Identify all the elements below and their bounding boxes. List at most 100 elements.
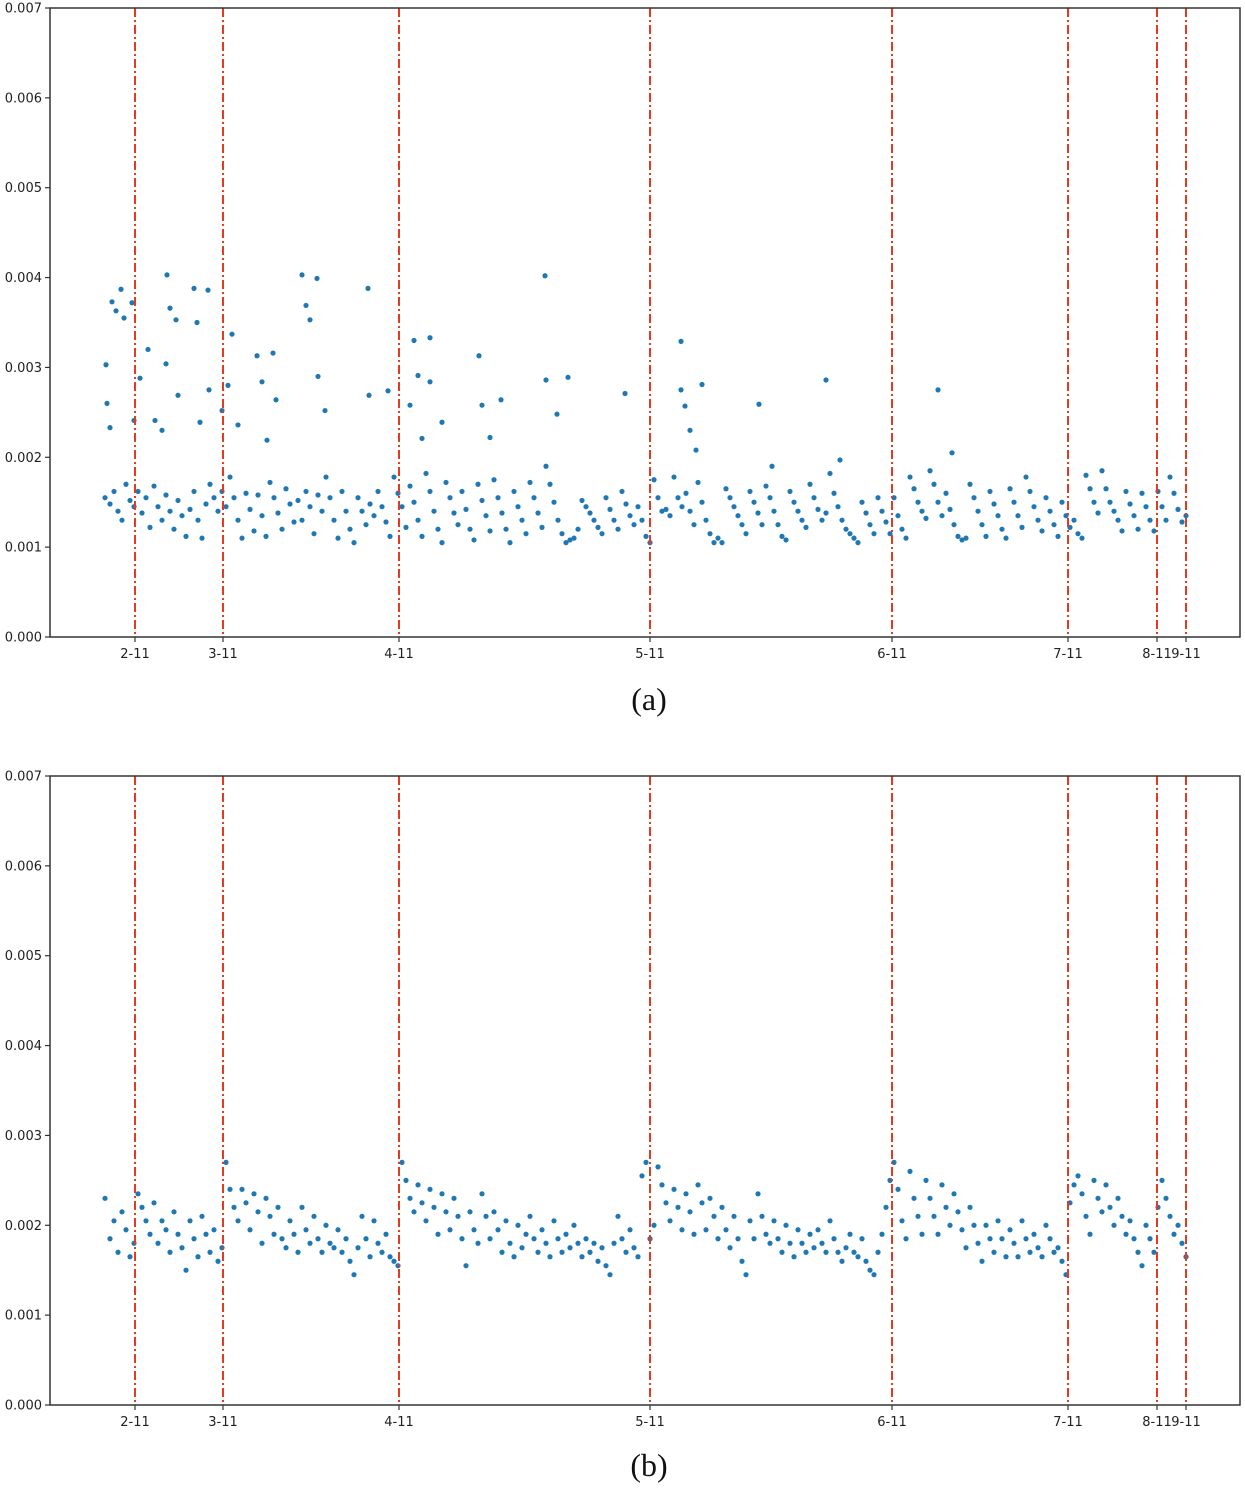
data-point	[270, 350, 276, 356]
x-tick-label: 8-11	[1142, 647, 1172, 662]
data-point	[927, 468, 933, 474]
y-tick-label: 0.006	[5, 91, 42, 106]
data-point	[671, 474, 677, 480]
data-point	[819, 517, 825, 523]
data-point	[299, 1204, 305, 1210]
data-point	[1107, 1204, 1113, 1210]
data-point	[327, 495, 333, 501]
data-point	[1139, 1263, 1145, 1269]
data-point	[755, 1191, 761, 1197]
data-point	[883, 1204, 889, 1210]
data-point	[359, 508, 365, 514]
data-point	[385, 388, 391, 394]
data-point	[187, 506, 193, 513]
chart-panel-b: 0.000 0.001 0.002 0.003 0.004 0.005 0.006 0.007…	[5, 770, 1241, 1483]
data-point	[675, 1204, 681, 1210]
data-point	[919, 1231, 925, 1237]
data-point	[687, 508, 693, 514]
data-point	[307, 504, 313, 510]
data-point	[615, 526, 621, 532]
data-point	[323, 1222, 329, 1228]
data-point	[1015, 513, 1021, 519]
data-point	[102, 1195, 108, 1201]
data-point	[167, 305, 173, 311]
data-point	[565, 374, 571, 380]
data-point	[947, 1222, 953, 1228]
data-point	[225, 382, 231, 388]
data-point	[631, 522, 637, 528]
data-point	[347, 526, 353, 532]
data-point	[1055, 1245, 1061, 1251]
data-point	[991, 1249, 997, 1255]
data-point	[107, 501, 113, 507]
data-point	[687, 1209, 693, 1215]
data-point	[419, 1200, 425, 1206]
x-tick-label: 5-11	[635, 647, 665, 662]
data-point	[371, 1218, 377, 1224]
data-point	[703, 1227, 709, 1233]
data-point	[207, 1249, 213, 1255]
y-tick-label: 0.002	[5, 451, 42, 466]
data-point	[911, 1195, 917, 1201]
data-point	[307, 1240, 313, 1246]
data-point	[1127, 1218, 1133, 1224]
data-point	[1115, 1195, 1121, 1201]
data-point	[1039, 1254, 1045, 1260]
data-point	[363, 1236, 369, 1242]
data-point	[327, 1240, 333, 1246]
data-point	[415, 517, 421, 523]
data-point	[439, 419, 445, 425]
data-point	[767, 1240, 773, 1246]
data-point	[407, 402, 413, 408]
y-tick-label: 0.004	[5, 1039, 42, 1054]
data-point	[1047, 508, 1053, 514]
data-point	[939, 1182, 945, 1188]
data-point	[164, 272, 170, 278]
data-point	[643, 533, 649, 539]
data-point	[163, 492, 169, 498]
data-point	[139, 1204, 145, 1210]
data-point	[659, 1182, 665, 1188]
data-point	[623, 501, 629, 507]
data-point	[102, 495, 108, 501]
x-tick-label: 6-11	[877, 1415, 907, 1430]
data-point	[391, 474, 397, 480]
data-point	[815, 506, 821, 513]
data-point	[495, 1227, 501, 1233]
data-point	[171, 526, 177, 532]
data-point	[1091, 499, 1097, 505]
data-point	[271, 1231, 277, 1237]
data-point	[543, 463, 549, 469]
data-point	[227, 474, 233, 480]
data-point	[315, 492, 321, 498]
data-point	[775, 522, 781, 528]
data-point	[499, 510, 505, 516]
y-tick-label: 0.006	[5, 859, 42, 874]
data-point	[443, 1209, 449, 1215]
data-point	[551, 1218, 557, 1224]
data-point	[683, 490, 689, 496]
data-point	[771, 1218, 777, 1224]
data-point	[671, 1186, 677, 1192]
data-point	[1135, 526, 1141, 532]
data-point	[1027, 1249, 1033, 1255]
data-point	[619, 488, 625, 495]
data-point	[1095, 1195, 1101, 1201]
data-point	[151, 483, 157, 489]
data-point	[691, 1231, 697, 1237]
data-point	[687, 427, 693, 433]
data-point	[1083, 472, 1089, 478]
data-point	[939, 513, 945, 519]
data-point	[235, 422, 241, 428]
data-point	[756, 401, 762, 407]
data-point	[915, 1213, 921, 1219]
data-point	[899, 1218, 905, 1224]
data-point	[775, 1236, 781, 1242]
data-point	[679, 504, 685, 510]
data-point	[107, 1236, 113, 1242]
data-point	[259, 513, 265, 519]
data-point	[1131, 1236, 1137, 1242]
data-point	[519, 1245, 525, 1251]
data-point	[427, 335, 433, 341]
data-point	[1127, 501, 1133, 507]
